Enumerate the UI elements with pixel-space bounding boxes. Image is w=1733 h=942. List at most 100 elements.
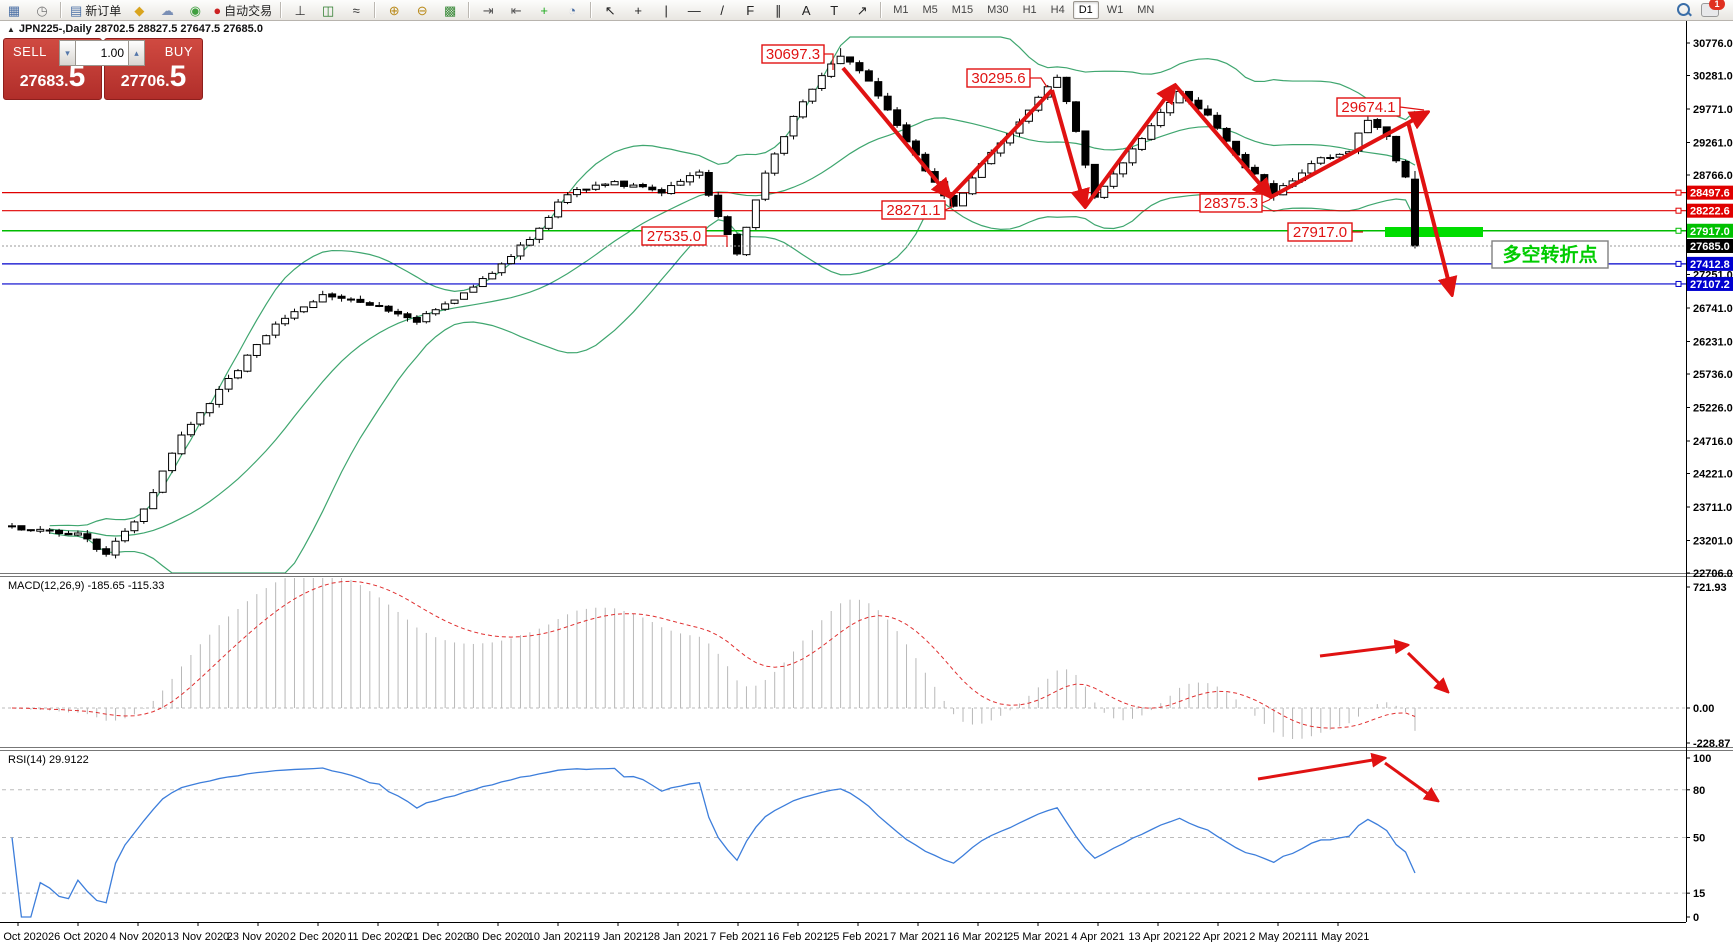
arrows-button[interactable]: ↗ — [849, 0, 875, 20]
timeframe-mn[interactable]: MN — [1137, 4, 1155, 16]
candle-bear — [714, 194, 723, 217]
crosshair-button[interactable]: + — [625, 0, 651, 20]
search-icon[interactable] — [1677, 3, 1692, 17]
buy-button[interactable]: BUY 27706.5 — [104, 38, 203, 100]
rsi-forecast-arrow[interactable] — [1384, 761, 1438, 801]
label-button[interactable]: T — [821, 0, 847, 20]
macd-tick-label: 721.93 — [1693, 582, 1727, 594]
notifications-icon[interactable]: 1 — [1701, 0, 1725, 17]
price-level-lines[interactable] — [2, 189, 1686, 287]
timeframe-d1[interactable]: D1 — [1072, 1, 1099, 19]
price-label-text: 28375.3 — [1204, 195, 1258, 212]
timeframe-h1[interactable]: H1 — [1022, 4, 1037, 16]
channel-icon: ∥ — [774, 2, 782, 18]
hline-handle[interactable] — [1675, 227, 1682, 234]
bar-chart-button[interactable]: ⊥ — [287, 0, 313, 20]
tile-windows-button[interactable]: ▩ — [437, 0, 463, 20]
price-label-box-28271.1[interactable] — [881, 200, 946, 220]
volume-decrease-button[interactable]: ▾ — [59, 40, 76, 66]
date-label: 25 Feb 2021 — [827, 931, 889, 942]
candle-bear — [1392, 135, 1401, 162]
new-order-button[interactable]: ▤ 新订单 — [67, 0, 124, 20]
profiles-button[interactable]: ◷ — [29, 0, 55, 20]
date-label: 4 Nov 2020 — [110, 931, 166, 942]
new-chart-button[interactable]: ▦ — [1, 0, 27, 20]
price-label-box-27917.0[interactable] — [1287, 222, 1353, 242]
autotrading-label: 自动交易 — [224, 3, 273, 18]
note-box[interactable] — [1491, 240, 1609, 269]
periods-button[interactable]: ◔ — [559, 0, 585, 20]
trendline-button[interactable]: / — [709, 0, 735, 20]
hline-handle[interactable] — [1675, 280, 1682, 287]
zigzag-segment[interactable] — [1173, 83, 1271, 197]
timeframe-m1[interactable]: M1 — [893, 4, 909, 16]
candle-bear — [83, 533, 92, 540]
rsi-tick-label: 100 — [1693, 753, 1711, 765]
timeframe-w1[interactable]: W1 — [1106, 4, 1124, 16]
sell-button[interactable]: SELL 27683.5 — [3, 38, 102, 100]
macd-trend-arrow[interactable] — [1319, 645, 1408, 658]
zigzag-segment[interactable] — [1270, 112, 1428, 199]
timeframe-m5[interactable]: M5 — [922, 4, 938, 16]
candle-bull — [525, 238, 534, 246]
hline-handle[interactable] — [1675, 189, 1682, 196]
candle-bear — [1410, 178, 1419, 247]
zigzag-segment[interactable] — [1050, 89, 1085, 207]
fibonacci-button[interactable]: F — [737, 0, 763, 20]
chart-shift-button[interactable]: ⇤ — [503, 0, 529, 20]
zoom-out-button[interactable]: ⊖ — [409, 0, 435, 20]
crosshair-icon: + — [634, 2, 642, 18]
price-label-box-28375.3[interactable] — [1199, 193, 1263, 213]
zoom-in-button[interactable]: ⊕ — [381, 0, 407, 20]
buy-price: 27706.5 — [120, 60, 187, 93]
price-tick-label: 23711.0 — [1693, 502, 1732, 514]
candle-bull — [516, 244, 525, 257]
timeframe-h4[interactable]: H4 — [1050, 4, 1065, 16]
price-forecast-arrow[interactable] — [1406, 121, 1452, 295]
cursor-button[interactable]: ↖ — [597, 0, 623, 20]
candle-bull — [685, 175, 694, 183]
hline-button[interactable]: — — [681, 0, 707, 20]
analyst-annotations[interactable]: 30697.3 30295.6 29674.1 28271.1 28375.3 27917… — [641, 44, 1609, 801]
price-label-box-30295.6[interactable] — [966, 68, 1031, 88]
candle-bull — [676, 180, 685, 186]
price-label-box-27535.0[interactable] — [641, 226, 707, 246]
timeframe-m15[interactable]: M15 — [951, 4, 974, 16]
candle-bear — [394, 310, 403, 315]
candle-bear — [704, 172, 713, 196]
indicators-button[interactable]: + — [531, 0, 557, 20]
autoscroll-button[interactable]: ⇥ — [475, 0, 501, 20]
candle-chart-button[interactable]: ◫ — [315, 0, 341, 20]
candle-bull — [224, 378, 233, 390]
autotrading-button[interactable]: ● 自动交易 — [210, 0, 275, 20]
styler-button[interactable]: ◆ — [126, 0, 152, 20]
channel-button[interactable]: ∥ — [765, 0, 791, 20]
collapse-icon[interactable]: ▲ — [7, 25, 15, 34]
timeframe-m30[interactable]: M30 — [987, 4, 1009, 16]
notification-badge: 1 — [1709, 0, 1725, 10]
zigzag-segment[interactable] — [1083, 85, 1175, 209]
vline-button[interactable]: | — [653, 0, 679, 20]
volume-input[interactable] — [76, 40, 128, 66]
price-badge-text: 27685.0 — [1690, 241, 1730, 253]
price-label-box-29674.1[interactable] — [1336, 97, 1401, 117]
zigzag-segment[interactable] — [841, 66, 950, 197]
candle-bear — [1401, 160, 1410, 178]
hline-handle[interactable] — [1675, 260, 1682, 267]
price-label-text: 27917.0 — [1293, 224, 1347, 241]
line-chart-button[interactable]: ≈ — [343, 0, 369, 20]
price-label-box-30697.3[interactable] — [761, 44, 825, 64]
signals-button[interactable]: ◉ — [182, 0, 208, 20]
candle-bear — [64, 532, 73, 536]
zigzag-segment[interactable] — [948, 88, 1054, 199]
rsi-trend-arrow[interactable] — [1257, 758, 1385, 781]
text-button[interactable]: A — [793, 0, 819, 20]
new-order-label: 新订单 — [85, 3, 122, 18]
hline-handle[interactable] — [1675, 207, 1682, 214]
candle-bear — [45, 529, 54, 532]
macd-forecast-arrow[interactable] — [1406, 651, 1448, 692]
volume-increase-button[interactable]: ▴ — [128, 40, 145, 66]
experts-button[interactable]: ☁ — [154, 0, 180, 20]
candle-bull — [798, 101, 807, 118]
